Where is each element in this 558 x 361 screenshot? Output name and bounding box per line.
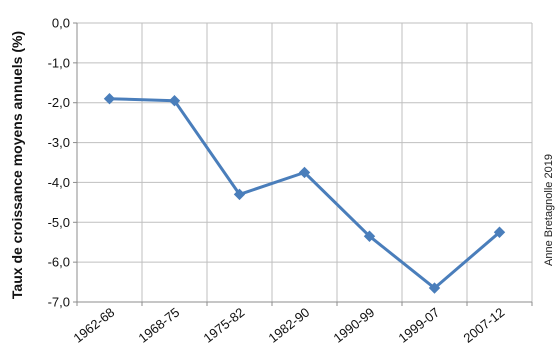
y-tick-labels: 0,0 -1,0 -2,0 -3,0 -4,0 -5,0 -6,0 -7,0 bbox=[48, 16, 70, 310]
credit-watermark: Anne Bretagnolle 2019 bbox=[543, 154, 555, 266]
grid bbox=[77, 22, 533, 302]
y-tick-label: -7,0 bbox=[48, 295, 70, 310]
x-tick-label: 1990-99 bbox=[331, 305, 378, 346]
y-tick-label: -6,0 bbox=[48, 255, 70, 270]
data-point-marker bbox=[103, 93, 116, 105]
series-line bbox=[109, 97, 501, 290]
x-tick-label: 1968-75 bbox=[136, 305, 183, 346]
data-point-marker bbox=[428, 282, 441, 294]
y-tick-label: -1,0 bbox=[48, 55, 70, 70]
y-tick-label: 0,0 bbox=[52, 16, 70, 31]
data-point-marker bbox=[363, 230, 376, 242]
x-tick-label: 1975-82 bbox=[201, 305, 248, 346]
axes bbox=[73, 22, 533, 306]
y-tick-label: -2,0 bbox=[48, 95, 70, 110]
data-point-marker bbox=[493, 226, 506, 238]
x-tick-label: 2007-12 bbox=[461, 305, 508, 346]
x-tick-label: 1962-68 bbox=[71, 305, 118, 346]
data-point-marker bbox=[298, 166, 311, 179]
y-axis-title: Taux de croissance moyens annuels (%) bbox=[9, 31, 25, 299]
y-tick-label: -3,0 bbox=[48, 135, 70, 150]
data-point-marker bbox=[233, 188, 246, 201]
x-tick-label: 1999-07 bbox=[396, 305, 443, 346]
series bbox=[103, 93, 506, 294]
y-tick-label: -4,0 bbox=[48, 175, 70, 190]
x-tick-labels: 1962-68 1968-75 1975-82 1982-90 1990-99 1999-… bbox=[71, 305, 508, 346]
y-tick-label: -5,0 bbox=[48, 215, 70, 230]
x-tick-label: 1982-90 bbox=[266, 305, 313, 346]
data-point-marker bbox=[168, 95, 181, 107]
